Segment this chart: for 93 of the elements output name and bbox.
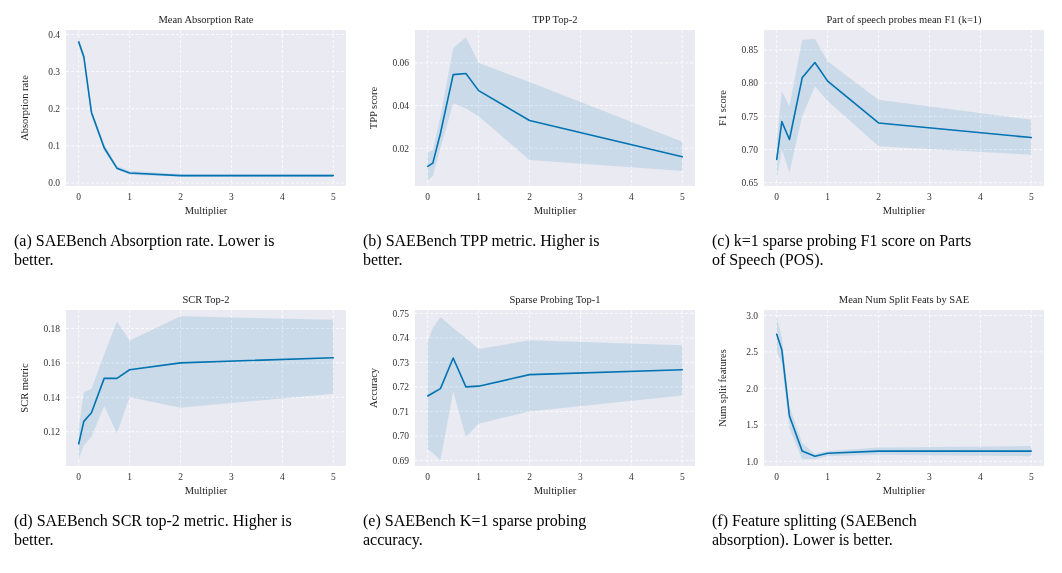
x-tick-label: 0 bbox=[76, 192, 82, 202]
y-tick-label: 0.12 bbox=[43, 427, 61, 438]
y-tick-label: 0.14 bbox=[43, 392, 61, 403]
y-axis-title: Num split features bbox=[717, 349, 728, 427]
chart-title: Sparse Probing Top-1 bbox=[509, 294, 601, 305]
y-tick-label: 1.0 bbox=[746, 456, 759, 467]
y-tick-label: 2.5 bbox=[746, 347, 759, 358]
y-tick-label: 0.75 bbox=[392, 308, 410, 319]
x-tick-label: 3 bbox=[927, 192, 933, 202]
x-axis-title: Multiplier bbox=[882, 205, 926, 216]
text: (d) SAEBench SCR top-2 metric. Higher is better. bbox=[14, 512, 292, 548]
text: (b) SAEBench TPP metric. Higher is better. bbox=[363, 232, 600, 268]
y-tick-label: 0.2 bbox=[48, 104, 61, 115]
x-axis-title: Multiplier bbox=[184, 205, 228, 216]
x-tick-label: 3 bbox=[229, 192, 235, 202]
x-tick-label: 3 bbox=[927, 472, 933, 482]
y-tick-label: 0.70 bbox=[392, 431, 410, 442]
y-tick-label: 3.0 bbox=[746, 310, 759, 321]
x-tick-label: 1 bbox=[127, 192, 133, 202]
y-tick-label: 0.71 bbox=[392, 406, 410, 417]
y-tick-label: 0.04 bbox=[392, 100, 410, 111]
y-tick-label: 0.74 bbox=[392, 333, 410, 344]
y-tick-label: 2.0 bbox=[746, 383, 759, 394]
x-tick-label: 0 bbox=[425, 472, 431, 482]
x-tick-label: 2 bbox=[178, 472, 184, 482]
y-tick-label: 0.06 bbox=[392, 58, 410, 69]
x-tick-label: 0 bbox=[774, 472, 780, 482]
line-series bbox=[775, 61, 1033, 161]
x-tick-label: 1 bbox=[476, 192, 482, 202]
x-tick-label: 5 bbox=[330, 192, 336, 202]
y-tick-label: 0.18 bbox=[43, 323, 61, 334]
y-tick-label: 0.85 bbox=[741, 45, 759, 56]
x-tick-label: 2 bbox=[527, 192, 533, 202]
x-tick-label: 4 bbox=[279, 192, 285, 202]
x-tick-label: 5 bbox=[679, 472, 685, 482]
x-axis-title: Multiplier bbox=[533, 205, 577, 216]
y-tick-label: 0.65 bbox=[741, 178, 759, 189]
y-tick-label: 0.72 bbox=[392, 382, 410, 393]
x-tick-label: 5 bbox=[1028, 472, 1034, 482]
y-axis-title: Accuracy bbox=[368, 367, 379, 409]
x-tick-label: 4 bbox=[977, 192, 983, 202]
x-tick-label: 3 bbox=[578, 472, 584, 482]
x-tick-label: 4 bbox=[628, 192, 634, 202]
chart-title: SCR Top-2 bbox=[182, 294, 230, 305]
y-tick-label: 0.1 bbox=[48, 141, 61, 152]
x-tick-label: 4 bbox=[628, 472, 634, 482]
y-tick-label: 0.3 bbox=[48, 66, 61, 77]
x-tick-label: 5 bbox=[1028, 192, 1034, 202]
y-tick-label: 0.75 bbox=[741, 111, 759, 122]
x-tick-label: 0 bbox=[774, 192, 780, 202]
line-series bbox=[77, 356, 335, 445]
y-tick-label: 0.02 bbox=[392, 143, 410, 154]
x-tick-label: 5 bbox=[679, 192, 685, 202]
y-axis-title: TPP score bbox=[368, 86, 379, 130]
chart-title: Mean Absorption Rate bbox=[158, 14, 254, 25]
y-axis-title: Absorption rate bbox=[19, 74, 30, 141]
x-tick-label: 1 bbox=[825, 472, 831, 482]
chart-title: Mean Num Split Feats by SAE bbox=[838, 294, 970, 305]
chart-title: Part of speech probes mean F1 (k=1) bbox=[826, 14, 983, 26]
x-tick-label: 2 bbox=[876, 192, 882, 202]
x-tick-label: 1 bbox=[825, 192, 831, 202]
text: (a) SAEBench Absorption rate. Lower is better. bbox=[14, 232, 275, 268]
x-tick-label: 1 bbox=[476, 472, 482, 482]
y-tick-label: 0.70 bbox=[741, 144, 759, 155]
x-tick-label: 0 bbox=[425, 192, 431, 202]
line-series bbox=[426, 357, 684, 397]
y-axis-title: F1 score bbox=[717, 89, 728, 126]
x-tick-label: 2 bbox=[876, 472, 882, 482]
x-tick-label: 4 bbox=[279, 472, 285, 482]
x-tick-label: 3 bbox=[229, 472, 235, 482]
y-tick-label: 0.73 bbox=[392, 357, 410, 368]
y-axis-title: SCR metric bbox=[19, 363, 30, 413]
line-series bbox=[426, 72, 684, 168]
y-tick-label: 1.5 bbox=[746, 420, 759, 431]
x-axis-title: Multiplier bbox=[882, 485, 926, 496]
x-axis-title: Multiplier bbox=[533, 485, 577, 496]
x-tick-label: 4 bbox=[977, 472, 983, 482]
text: (f) Feature splitting (SAEBench absorption). Lower is better. bbox=[712, 512, 917, 549]
x-tick-label: 2 bbox=[527, 472, 533, 482]
y-tick-label: 0.16 bbox=[43, 358, 61, 369]
y-tick-label: 0.0 bbox=[48, 178, 61, 189]
text: (e) SAEBench K=1 sparse probing accuracy. bbox=[363, 512, 587, 549]
text: (c) k=1 sparse probing F1 score on Parts of Speech (POS). bbox=[712, 232, 972, 269]
y-tick-label: 0.80 bbox=[741, 78, 759, 89]
x-tick-label: 0 bbox=[76, 472, 82, 482]
chart-title: TPP Top-2 bbox=[532, 14, 578, 25]
y-tick-label: 0.4 bbox=[48, 29, 61, 40]
y-tick-label: 0.69 bbox=[392, 455, 410, 466]
x-axis-title: Multiplier bbox=[184, 485, 228, 496]
x-tick-label: 5 bbox=[330, 472, 336, 482]
x-tick-label: 2 bbox=[178, 192, 184, 202]
x-tick-label: 1 bbox=[127, 472, 133, 482]
x-tick-label: 3 bbox=[578, 192, 584, 202]
